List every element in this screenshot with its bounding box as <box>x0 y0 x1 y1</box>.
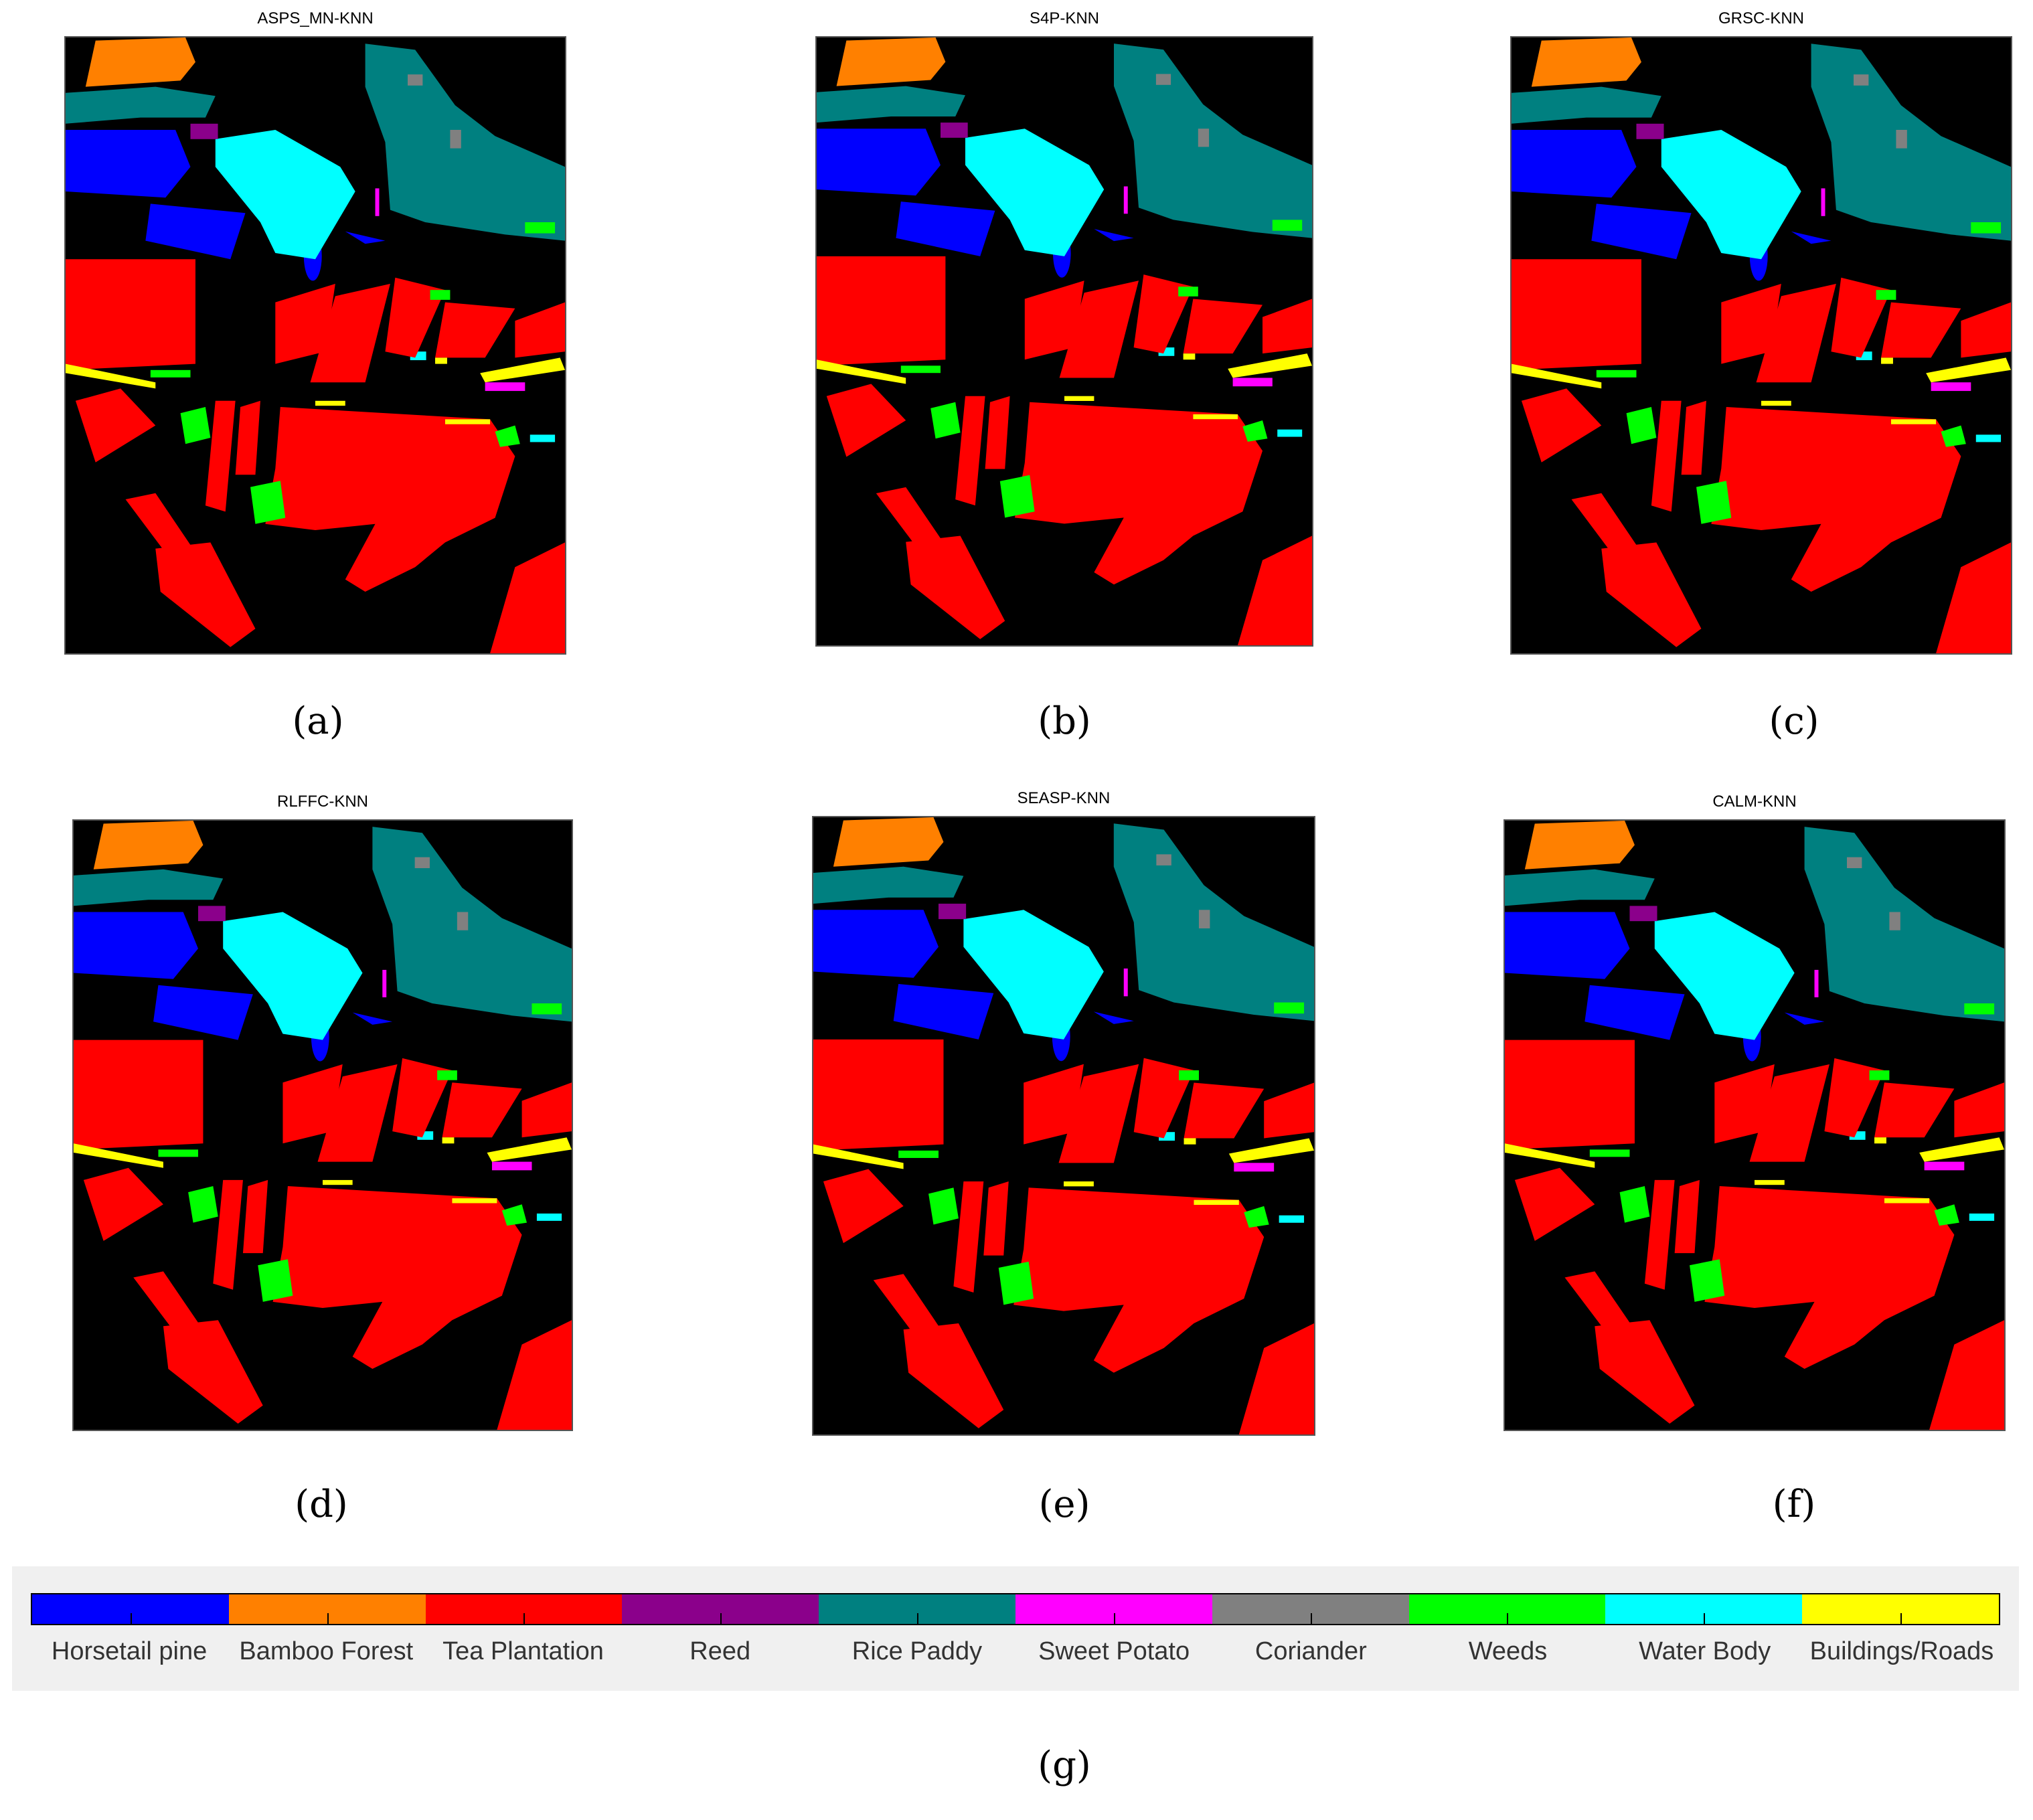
legend-swatch <box>32 1594 229 1624</box>
classification-map <box>1503 819 2006 1431</box>
classification-map <box>815 36 1313 647</box>
legend-label: Buildings/Roads <box>1809 1637 1994 1665</box>
legend: Horsetail pine Bamboo Forest Tea Plantatio… <box>12 1566 2019 1691</box>
legend-label: Tea Plantation <box>442 1637 604 1665</box>
legend-swatch <box>1605 1594 1803 1624</box>
panel-a: ASPS_MN-KNN <box>64 0 566 656</box>
panel-title: GRSC-KNN <box>1718 9 1804 27</box>
legend-tick <box>1113 1613 1115 1624</box>
legend-tick <box>1507 1613 1509 1624</box>
classification-map <box>72 819 573 1431</box>
panel-c: GRSC-KNN <box>1510 0 2012 656</box>
legend-tick <box>1704 1613 1706 1624</box>
classification-map <box>1510 36 2012 655</box>
legend-tick <box>720 1613 722 1624</box>
legend-swatch <box>819 1594 1015 1624</box>
legend-label: Sweet Potato <box>1038 1637 1190 1665</box>
legend-swatch <box>425 1594 623 1624</box>
panel-title: CALM-KNN <box>1712 793 1797 811</box>
legend-tick <box>130 1613 132 1624</box>
legend-labels: Horsetail pine Bamboo Forest Tea Plantatio… <box>31 1637 2000 1666</box>
subfigure-label: (g) <box>1038 1744 1091 1787</box>
classification-map <box>64 36 566 655</box>
legend-swatch <box>1802 1594 1999 1624</box>
panel-b: S4P-KNN <box>815 0 1313 649</box>
subfigure-label: (b) <box>1038 699 1091 743</box>
panel-title: S4P-KNN <box>1029 9 1100 27</box>
legend-swatch <box>228 1594 426 1624</box>
legend-swatch <box>622 1594 819 1624</box>
legend-swatch <box>1408 1594 1606 1624</box>
subfigure-label: (f) <box>1772 1483 1816 1526</box>
legend-tick <box>917 1613 919 1624</box>
legend-tick <box>1310 1613 1312 1624</box>
legend-tick <box>327 1613 329 1624</box>
panel-e: SEASP-KNN <box>812 780 1315 1437</box>
legend-label: Rice Paddy <box>851 1637 983 1665</box>
legend-label: Weeds <box>1468 1637 1548 1665</box>
legend-colorbar <box>31 1593 2000 1625</box>
legend-label: Horsetail pine <box>51 1637 208 1665</box>
subfigure-label: (d) <box>295 1483 348 1526</box>
legend-tick <box>523 1613 525 1624</box>
subfigure-label: (a) <box>292 699 344 743</box>
panel-d: RLFFC-KNN <box>72 783 573 1432</box>
legend-label: Water Body <box>1639 1637 1771 1665</box>
panel-f: CALM-KNN <box>1503 783 2006 1432</box>
legend-label: Reed <box>689 1637 751 1665</box>
panel-title: ASPS_MN-KNN <box>257 9 374 27</box>
subfigure-label: (c) <box>1769 699 1819 743</box>
legend-swatch <box>1212 1594 1409 1624</box>
panel-title: RLFFC-KNN <box>277 793 368 811</box>
panel-title: SEASP-KNN <box>1017 789 1111 807</box>
classification-map <box>812 816 1315 1436</box>
legend-swatch <box>1015 1594 1212 1624</box>
subfigure-label: (e) <box>1038 1483 1090 1526</box>
legend-label: Bamboo Forest <box>239 1637 414 1665</box>
legend-tick <box>1900 1613 1902 1624</box>
legend-label: Coriander <box>1254 1637 1367 1665</box>
